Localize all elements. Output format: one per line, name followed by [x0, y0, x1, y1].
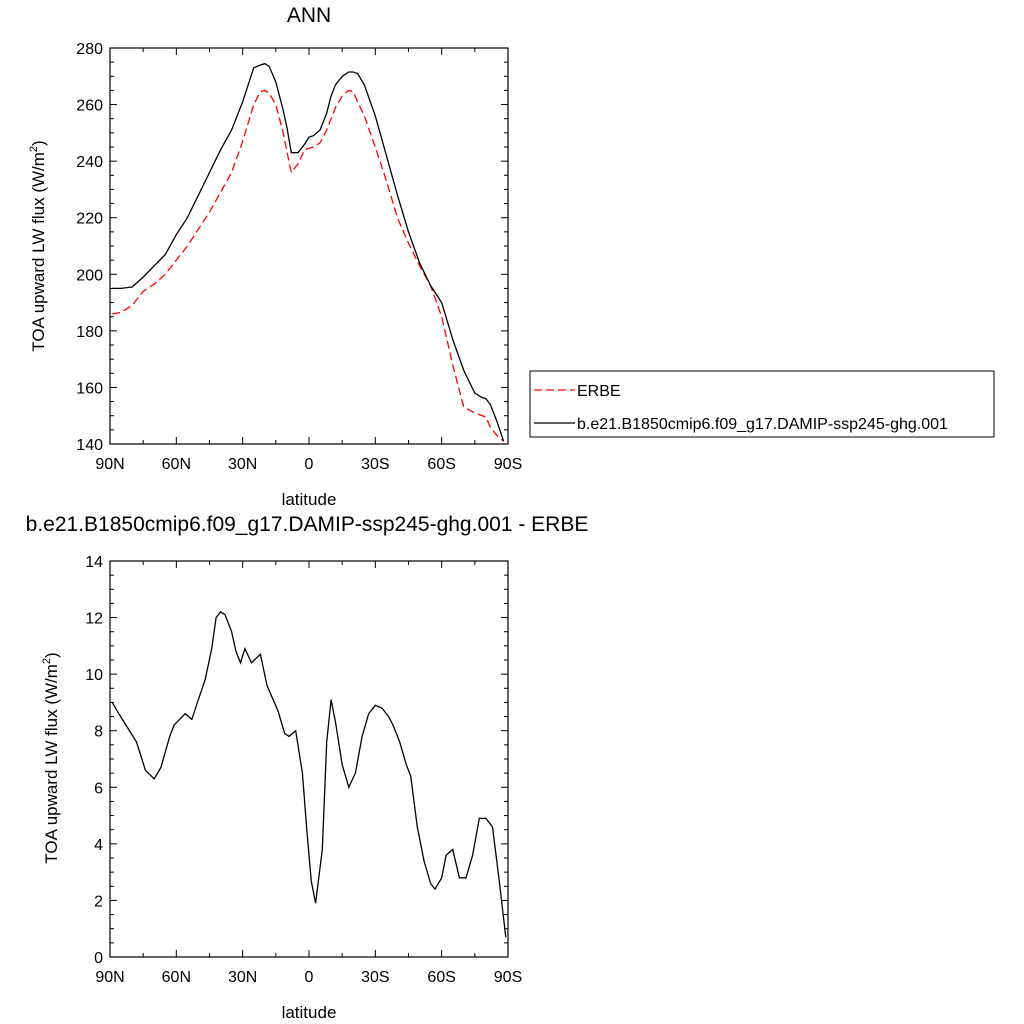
- top-x-axis-label: latitude: [282, 490, 337, 509]
- x-tick-label: 60S: [427, 456, 455, 473]
- y-tick-label: 0: [94, 950, 103, 967]
- top-y-tick-labels: 140 160 180 200 220 240 260 280: [76, 41, 103, 454]
- legend-model-label: b.e21.B1850cmip6.f09_g17.DAMIP-ssp245-gh…: [577, 416, 948, 433]
- x-tick-label: 90S: [494, 456, 522, 473]
- x-tick-label: 60S: [427, 969, 455, 986]
- x-tick-label: 30S: [361, 969, 389, 986]
- y-tick-label: 160: [76, 380, 103, 397]
- y-tick-label: 140: [76, 437, 103, 454]
- x-tick-label: 60N: [162, 456, 191, 473]
- y-tick-label: 12: [85, 611, 103, 628]
- bottom-x-axis-label: latitude: [282, 1003, 337, 1022]
- bottom-y-axis-label: TOA upward LW flux (W/m2): [41, 652, 61, 863]
- x-tick-label: 90N: [95, 969, 124, 986]
- top-x-tick-labels: 90N 60N 30N 0 30S 60S 90S: [95, 456, 522, 473]
- bottom-plot-frame: [109, 560, 509, 958]
- top-panel: ANN 140 160 180 200 220 240 260 280 90N 60N 30N 0 3…: [28, 4, 995, 509]
- x-tick-label: 0: [305, 969, 314, 986]
- y-tick-label: 10: [85, 667, 103, 684]
- x-tick-label: 90S: [494, 969, 522, 986]
- bottom-panel: b.e21.B1850cmip6.f09_g17.DAMIP-ssp245-gh…: [26, 513, 589, 1022]
- legend-box: [529, 370, 995, 438]
- difference-series-line: [111, 611, 507, 938]
- bottom-axis-ticks: [109, 560, 509, 958]
- legend-erbe-label: ERBE: [577, 383, 621, 400]
- top-y-axis-label: TOA upward LW flux (W/m2): [28, 140, 48, 351]
- y-tick-label: 2: [94, 893, 103, 910]
- x-tick-label: 0: [305, 456, 314, 473]
- top-plot-frame: [109, 47, 509, 445]
- y-tick-label: 6: [94, 780, 103, 797]
- x-tick-label: 30S: [361, 456, 389, 473]
- bottom-chart-title: b.e21.B1850cmip6.f09_g17.DAMIP-ssp245-gh…: [26, 513, 589, 536]
- y-tick-label: 200: [76, 267, 103, 284]
- y-tick-label: 260: [76, 98, 103, 115]
- bottom-y-tick-labels: 0 2 4 6 8 10 12 14: [85, 554, 103, 967]
- y-tick-label: 240: [76, 154, 103, 171]
- model-series-line: [112, 62, 505, 442]
- y-tick-label: 14: [85, 554, 103, 571]
- y-tick-label: 8: [94, 724, 103, 741]
- y-tick-label: 220: [76, 211, 103, 228]
- x-tick-label: 30N: [228, 456, 257, 473]
- bottom-x-tick-labels: 90N 60N 30N 0 30S 60S 90S: [95, 969, 522, 986]
- y-tick-label: 4: [94, 837, 103, 854]
- erbe-series-line: [112, 89, 505, 442]
- y-tick-label: 180: [76, 324, 103, 341]
- x-tick-label: 30N: [228, 969, 257, 986]
- x-tick-label: 90N: [95, 456, 124, 473]
- top-chart-title: ANN: [287, 4, 331, 27]
- y-tick-label: 280: [76, 41, 103, 58]
- x-tick-label: 60N: [162, 969, 191, 986]
- legend: ERBE b.e21.B1850cmip6.f09_g17.DAMIP-ssp2…: [529, 370, 995, 438]
